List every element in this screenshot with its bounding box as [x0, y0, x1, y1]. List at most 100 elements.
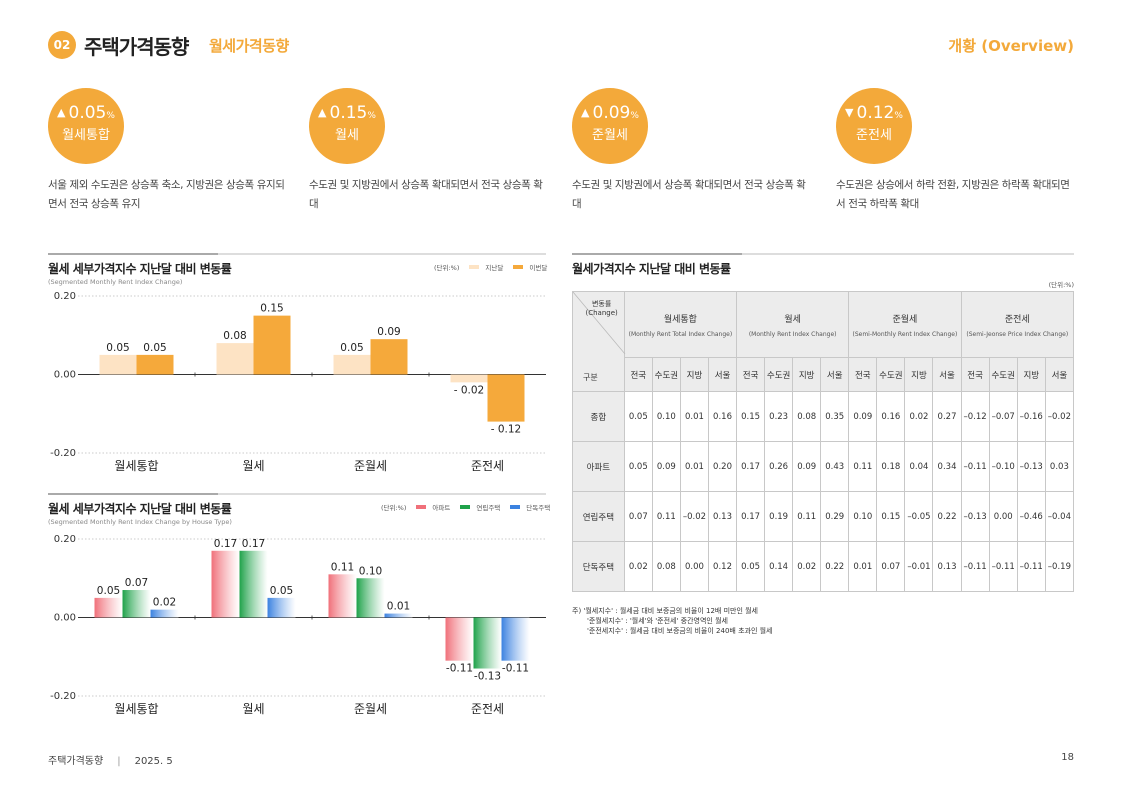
subcol-header: 전국 [848, 357, 878, 392]
summary-value: 0.12 [856, 103, 895, 123]
table-cell: –0.11 [1016, 541, 1046, 592]
table-cell: 0.05 [623, 441, 653, 492]
y-tick-label: -0.20 [50, 691, 76, 702]
bar [370, 339, 408, 375]
corner-label-change-en: (Change) [585, 309, 618, 317]
table-cell: 0.09 [792, 441, 822, 492]
table-cell: 0.11 [651, 491, 681, 542]
table-cell: 0.17 [736, 441, 766, 492]
table-cell: 0.05 [623, 391, 653, 442]
table-cell: 0.09 [651, 441, 681, 492]
bar [356, 578, 385, 618]
summary-label: 준전세 [856, 128, 892, 143]
y-tick-label: 0.20 [54, 534, 76, 545]
table-cell: 0.00 [988, 491, 1018, 542]
note-line: '준전세지수' : 월세금 대비 보증금의 비율이 240배 초과인 월세 [587, 627, 773, 635]
section-number-badge: 02 [48, 31, 76, 59]
chart1-unit: (단위:%) [434, 264, 460, 272]
section-divider [48, 253, 546, 255]
table-cell: 0.15 [876, 491, 906, 542]
chart2-title: 월세 세부가격지수 지난달 대비 변동률 [48, 502, 232, 516]
subcol-header: 서울 [707, 357, 738, 392]
up-arrow-icon: ▲ [57, 106, 66, 119]
group-name: 준전세 [1004, 314, 1030, 325]
table-cell: 0.02 [623, 541, 653, 592]
summary-text: 수도권 및 지방권에서 상승폭 확대되면서 전국 상승폭 확대 [572, 179, 806, 210]
chart1-legend: (단위:%) 지난달 이번달 [434, 262, 547, 272]
bar [136, 354, 174, 375]
data-label: 0.05 [97, 585, 120, 597]
subcol-header: 전국 [736, 357, 766, 392]
up-arrow-icon: ▲ [318, 106, 327, 119]
data-label: -0.11 [446, 663, 473, 675]
table-unit: (단위:%) [1048, 281, 1074, 289]
table-cell: 0.09 [848, 391, 878, 442]
section-label: 개황 (Overview) [948, 37, 1074, 55]
table-notes: 주) '월세지수' : 월세금 대비 보증금의 비율이 12배 미만인 월세 '… [572, 606, 773, 636]
summary-unit: % [630, 111, 639, 121]
group-header: 준월세 (Semi-Monthly Rent Index Change) [848, 291, 962, 358]
corner-label-category: 구분 [583, 373, 598, 382]
note-line: 주) '월세지수' : 월세금 대비 보증금의 비율이 12배 미만인 월세 [572, 607, 758, 615]
table-cell: 0.02 [792, 541, 822, 592]
x-category-label: 월세 [242, 702, 264, 716]
bar [150, 609, 179, 618]
table-cell: 0.10 [848, 491, 878, 542]
summary-badge-total: ▲ 0.05% 월세통합 [48, 88, 124, 164]
table-cell: 0.01 [679, 441, 709, 492]
subcol-header: 지방 [679, 357, 709, 392]
table-cell: –0.11 [960, 541, 990, 592]
subcol-header: 지방 [1016, 357, 1046, 392]
table-cell: 0.35 [820, 391, 850, 442]
table-row: 단독주택 0.02 0.08 0.00 0.12 0.05 0.14 0.02 0.22 0.01… [572, 541, 1075, 592]
bar [473, 617, 502, 669]
data-label: - 0.02 [454, 384, 485, 396]
table-title: 월세가격지수 지난달 대비 변동률 [572, 262, 731, 276]
chart1-title: 월세 세부가격지수 지난달 대비 변동률 [48, 262, 232, 276]
chart2-unit: (단위:%) [381, 504, 407, 512]
page-title: 주택가격동향 [84, 35, 189, 59]
table-cell: –0.12 [960, 391, 990, 442]
table-cell: –0.11 [960, 441, 990, 492]
x-category-label: 준전세 [471, 702, 504, 716]
table-cell: 0.17 [736, 491, 766, 542]
subcol-header: 수도권 [764, 357, 794, 392]
table-cell: –0.10 [988, 441, 1018, 492]
legend-label: 이번달 [529, 264, 548, 272]
table-cell: 0.01 [848, 541, 878, 592]
data-label: 0.17 [214, 538, 237, 550]
data-label: 0.07 [125, 577, 148, 589]
group-name-en: (Semi-Jeonse Price Index Change) [966, 330, 1069, 338]
subcol-header: 지방 [792, 357, 822, 392]
subcol-header: 수도권 [651, 357, 681, 392]
table-cell: 0.22 [932, 491, 962, 542]
y-tick-label: 0.00 [54, 613, 76, 624]
subcol-header: 수도권 [876, 357, 906, 392]
x-category-label: 월세통합 [114, 459, 158, 473]
bar [267, 597, 296, 618]
table-cell: 0.00 [679, 541, 709, 592]
table-row: 종합 0.05 0.10 0.01 0.16 0.15 0.23 0.08 0.35 0.09 0.… [572, 391, 1075, 442]
table-cell: –0.01 [904, 541, 934, 592]
y-tick-label: -0.20 [50, 448, 76, 459]
table-cell: 0.03 [1044, 441, 1075, 492]
rent-index-table: 변동률 (Change) 구분 월세통합 (Monthly Rent Total I… [572, 291, 1075, 592]
table-cell: 0.12 [707, 541, 738, 592]
legend-swatch [416, 505, 427, 509]
bar [216, 343, 254, 375]
table-cell: –0.02 [679, 491, 709, 542]
footer-date: 2025. 5 [134, 756, 173, 767]
table-cell: –0.05 [904, 491, 934, 542]
data-label: 0.02 [153, 597, 176, 609]
table-cell: 0.34 [932, 441, 962, 492]
bar [211, 550, 240, 618]
legend-swatch [513, 265, 524, 269]
table-cell: –0.04 [1044, 491, 1075, 542]
row-header: 단독주택 [572, 541, 625, 592]
data-label: -0.13 [474, 671, 501, 683]
subcol-header: 전국 [623, 357, 653, 392]
table-cell: –0.02 [1044, 391, 1075, 442]
subcol-header: 서울 [932, 357, 962, 392]
summary-unit: % [106, 111, 115, 121]
group-header: 준전세 (Semi-Jeonse Price Index Change) [960, 291, 1075, 358]
